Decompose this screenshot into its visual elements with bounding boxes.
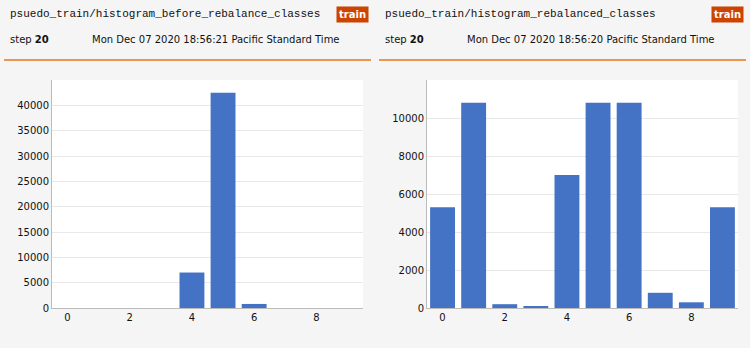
svg-text:0: 0 [64, 312, 70, 323]
svg-text:4: 4 [564, 312, 570, 323]
svg-text:Mon Dec 07 2020 18:56:21 Pacif: Mon Dec 07 2020 18:56:21 Pacific Standar… [92, 34, 340, 45]
svg-text:8000: 8000 [399, 151, 424, 162]
svg-text:0: 0 [43, 303, 49, 314]
svg-text:train: train [714, 9, 741, 20]
svg-text:6000: 6000 [399, 189, 424, 200]
svg-text:10000: 10000 [392, 113, 424, 124]
svg-text:30000: 30000 [17, 151, 49, 162]
svg-text:train: train [339, 9, 366, 20]
svg-text:2: 2 [502, 312, 508, 323]
svg-text:4: 4 [189, 312, 195, 323]
svg-text:40000: 40000 [17, 100, 49, 111]
svg-text:psuedo_train/histogram_rebalan: psuedo_train/histogram_rebalanced_classe… [385, 8, 656, 20]
svg-text:35000: 35000 [17, 125, 49, 136]
svg-text:Mon Dec 07 2020 18:56:20 Pacif: Mon Dec 07 2020 18:56:20 Pacific Standar… [467, 34, 715, 45]
svg-text:2: 2 [127, 312, 133, 323]
svg-text:psuedo_train/histogram_before_: psuedo_train/histogram_before_rebalance_… [10, 8, 320, 20]
svg-text:5000: 5000 [24, 277, 49, 288]
svg-text:6: 6 [251, 312, 257, 323]
svg-text:0: 0 [418, 303, 424, 314]
svg-text:10000: 10000 [17, 252, 49, 263]
svg-text:20000: 20000 [17, 201, 49, 212]
svg-text:15000: 15000 [17, 227, 49, 238]
svg-text:8: 8 [688, 312, 694, 323]
svg-text:0: 0 [439, 312, 445, 323]
svg-text:8: 8 [313, 312, 319, 323]
svg-text:4000: 4000 [399, 227, 424, 238]
svg-text:step 20: step 20 [385, 34, 424, 45]
svg-text:step 20: step 20 [10, 34, 49, 45]
svg-text:2000: 2000 [399, 265, 424, 276]
svg-text:25000: 25000 [17, 176, 49, 187]
svg-text:6: 6 [626, 312, 632, 323]
